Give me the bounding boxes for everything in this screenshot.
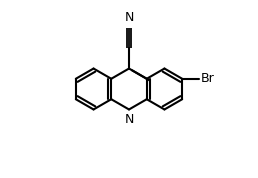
Text: N: N [124, 113, 134, 126]
Text: N: N [124, 11, 134, 24]
Text: Br: Br [200, 72, 214, 85]
